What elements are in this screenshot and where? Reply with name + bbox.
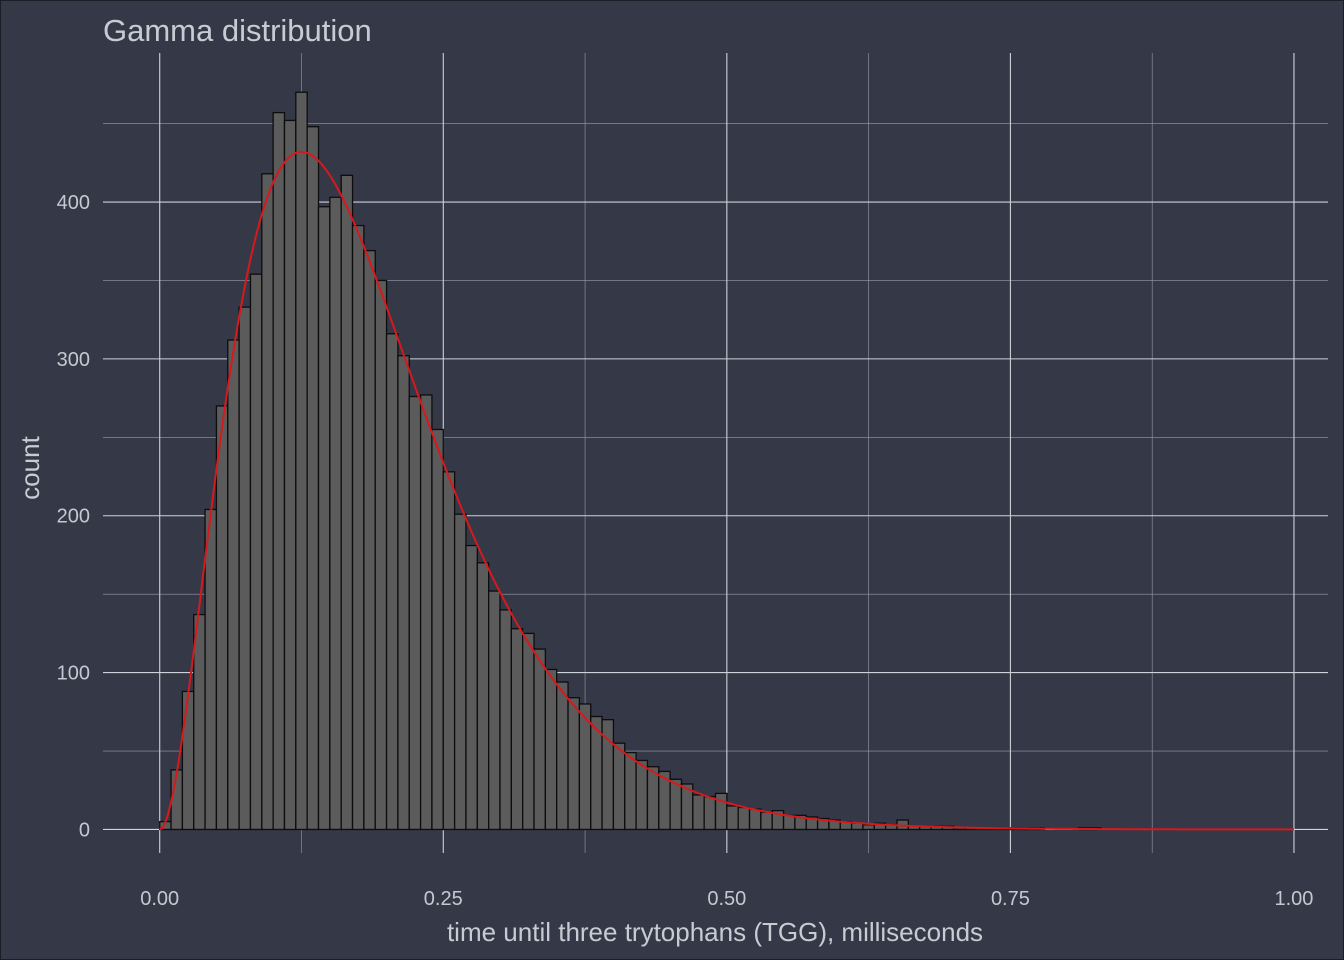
histogram-bar [329,196,342,831]
histogram-bar [499,609,512,831]
histogram-bar [544,668,558,831]
histogram-bar [204,508,218,831]
x-axis-ticks: 0.00 0.25 0.50 0.75 1.00 [140,888,1313,910]
histogram-bar [748,808,762,831]
histogram-bar [193,613,206,831]
histogram-bars [159,91,1102,831]
y-tick-label: 400 [57,192,90,214]
chart-title: Gamma distribution [103,13,372,48]
y-tick-label: 0 [79,819,90,841]
x-tick-label: 0.50 [707,888,746,910]
histogram-bar [624,751,637,831]
histogram-bar [317,206,331,831]
histogram-bar [760,811,773,831]
histogram-bar [419,394,433,831]
histogram-bar [465,544,478,831]
histogram-bar [385,333,399,831]
density-curve [159,150,1294,831]
histogram-bar [533,648,547,831]
histogram-bar [726,805,739,831]
histogram-bar [363,249,376,831]
histogram-bar [181,690,195,831]
histogram-bar [556,681,569,831]
histogram-bar [612,742,626,831]
histogram-bar [646,766,660,831]
histogram-bar [442,471,456,831]
histogram-bar [669,778,683,831]
histogram-bar [567,697,581,831]
y-axis-title: count [15,435,45,499]
histogram-bar [227,339,240,831]
x-tick-label: 0.25 [424,888,463,910]
histogram-bar [295,91,308,831]
x-tick-label: 0.75 [991,888,1030,910]
histogram-bar [453,513,467,831]
histogram-bar [476,562,490,831]
y-tick-label: 200 [57,506,90,528]
x-axis-title: time until three trytophans (TGG), milli… [447,917,983,947]
histogram-bar [306,126,320,831]
histogram-bar [170,769,184,831]
histogram-bar [522,632,535,831]
y-tick-label: 300 [57,349,90,371]
histogram-bar [703,795,717,831]
histogram-bar [510,628,524,831]
histogram-bar [215,405,229,831]
y-axis-ticks: 0 100 200 300 400 [57,192,90,841]
histogram-bar [487,590,501,831]
histogram-bar [635,759,649,831]
histogram-bar [431,428,444,831]
histogram-bar [283,119,297,831]
histogram-bar [238,306,252,831]
histogram-bar [862,824,875,831]
histogram-bar [374,279,388,831]
histogram-bar [737,806,751,831]
y-tick-label: 100 [57,663,90,685]
histogram-bar [408,395,422,831]
x-tick-label: 0.00 [140,888,179,910]
histogram-bar [272,111,286,831]
histogram-bar [397,355,410,831]
histogram-bar [692,794,705,831]
histogram-bar [340,174,354,831]
x-tick-label: 1.00 [1275,888,1314,910]
histogram-bar [782,814,796,831]
histogram-bar [249,273,263,831]
histogram-bar [261,173,274,831]
histogram-bar [351,224,365,831]
